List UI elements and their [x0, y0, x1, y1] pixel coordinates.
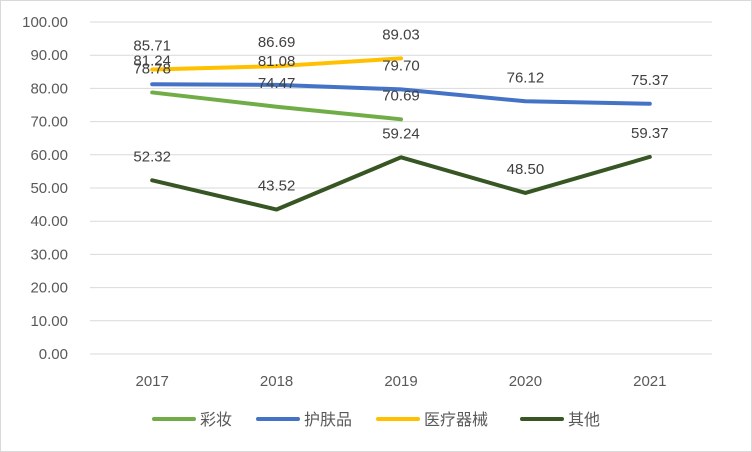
data-label: 79.70: [382, 57, 420, 74]
data-labels: 78.78 74.47 70.69 81.24 81.08 79.70 76.12 75.37…: [133, 26, 668, 194]
x-axis: 2017 2018 2019 2020 2021: [136, 373, 667, 390]
legend-label: 彩妆: [200, 410, 232, 429]
x-tick-label: 2019: [384, 373, 417, 390]
data-label: 48.50: [507, 161, 545, 178]
legend-item: 护肤品: [256, 410, 352, 429]
x-tick-label: 2017: [136, 373, 169, 390]
y-tick-label: 60.00: [30, 147, 68, 164]
x-tick-label: 2021: [633, 373, 666, 390]
data-label: 81.24: [133, 52, 171, 69]
y-tick-label: 100.00: [22, 14, 68, 31]
y-tick-label: 70.00: [30, 114, 68, 131]
data-label: 85.71: [133, 37, 171, 54]
y-tick-label: 20.00: [30, 280, 68, 297]
y-axis: 0.00 10.00 20.00 30.00 40.00 50.00 60.00 70.00 8…: [22, 14, 68, 363]
legend-item: 医疗器械: [376, 410, 488, 429]
data-label: 59.37: [631, 125, 669, 142]
x-tick-label: 2020: [509, 373, 542, 390]
data-label: 81.08: [258, 53, 296, 70]
series-line-1: [150, 82, 652, 106]
y-tick-label: 0.00: [39, 346, 68, 363]
series-lines: [150, 56, 652, 212]
x-tick-label: 2018: [260, 373, 293, 390]
y-tick-label: 30.00: [30, 246, 68, 263]
data-label: 74.47: [258, 75, 296, 92]
y-tick-label: 10.00: [30, 313, 68, 330]
series-line-3: [150, 154, 652, 212]
data-label: 43.52: [258, 178, 296, 195]
legend-label: 其他: [568, 410, 600, 429]
data-label: 89.03: [382, 26, 420, 43]
series-line-0: [150, 90, 403, 122]
data-label: 86.69: [258, 34, 296, 51]
data-label: 75.37: [631, 72, 669, 89]
data-label: 52.32: [133, 148, 171, 165]
legend: 彩妆 护肤品 医疗器械 其他: [152, 410, 600, 429]
data-label: 70.69: [382, 87, 420, 104]
legend-item: 彩妆: [152, 410, 232, 429]
legend-label: 护肤品: [304, 410, 352, 429]
y-tick-label: 90.00: [30, 47, 68, 64]
legend-label: 医疗器械: [424, 410, 488, 429]
data-label: 59.24: [382, 125, 420, 142]
data-label: 76.12: [507, 69, 545, 86]
legend-item: 其他: [520, 410, 600, 429]
series-line-2: [150, 56, 403, 72]
y-tick-label: 50.00: [30, 180, 68, 197]
y-tick-label: 80.00: [30, 80, 68, 97]
y-tick-label: 40.00: [30, 213, 68, 230]
data-label: 78.78: [133, 60, 171, 77]
